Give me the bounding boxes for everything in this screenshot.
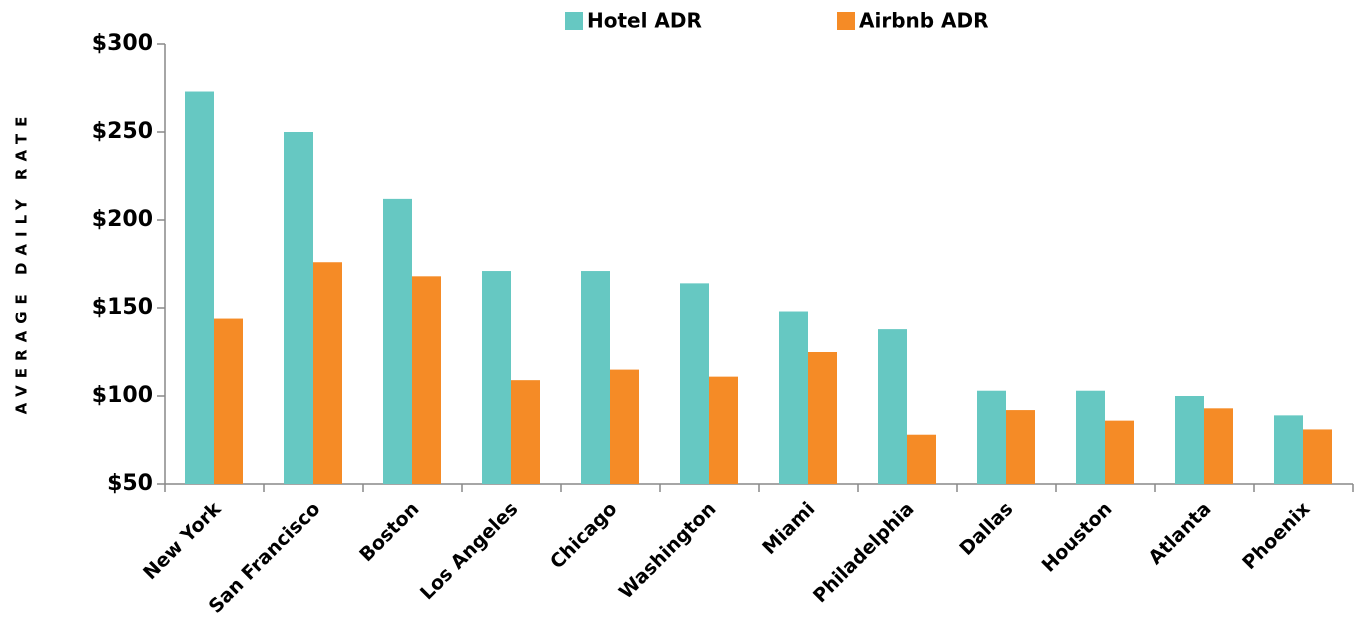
y-tick-label: $100	[92, 383, 153, 408]
bar	[878, 329, 907, 484]
bar	[610, 369, 639, 484]
bar	[383, 198, 412, 484]
bar	[907, 434, 936, 484]
x-tick-label: Philadelphia	[809, 498, 918, 607]
legend-label: Airbnb ADR	[859, 9, 989, 33]
bar	[977, 390, 1006, 484]
bar	[1204, 408, 1233, 484]
x-tick-label: Phoenix	[1238, 498, 1314, 574]
bar	[779, 311, 808, 484]
legend-swatch	[837, 12, 855, 30]
x-tick-label: Miami	[758, 498, 819, 559]
x-tick-label: Washington	[615, 498, 721, 604]
bar	[1076, 390, 1105, 484]
y-tick-label: $150	[92, 295, 153, 320]
bar	[581, 271, 610, 484]
x-tick-label: Atlanta	[1144, 498, 1215, 569]
legend-swatch	[565, 12, 583, 30]
bar	[482, 271, 511, 484]
y-tick-label: $250	[92, 119, 153, 144]
y-tick-label: $300	[92, 31, 153, 56]
x-tick-label: New York	[139, 498, 226, 585]
x-tick-label: Boston	[355, 498, 423, 566]
legend-label: Hotel ADR	[587, 9, 702, 33]
x-tick-label: Dallas	[955, 498, 1017, 560]
y-axis-label: AVERAGE DAILY RATE	[13, 110, 31, 415]
x-tick-label: Los Angeles	[416, 498, 522, 604]
bar	[185, 91, 214, 485]
bar	[1303, 429, 1332, 484]
y-tick-label: $200	[92, 207, 153, 232]
bar	[1105, 420, 1134, 484]
bar	[808, 352, 837, 484]
bar	[1175, 396, 1204, 484]
bar	[313, 262, 342, 484]
y-tick-label: $50	[107, 471, 153, 496]
x-tick-label: Chicago	[546, 498, 621, 573]
bar	[412, 276, 441, 484]
bar	[1006, 410, 1035, 484]
bar	[709, 376, 738, 484]
bar	[284, 132, 313, 484]
bar	[1274, 415, 1303, 484]
x-tick-label: Houston	[1038, 498, 1117, 577]
bar	[680, 283, 709, 484]
bar	[511, 380, 540, 484]
bar	[214, 318, 243, 484]
